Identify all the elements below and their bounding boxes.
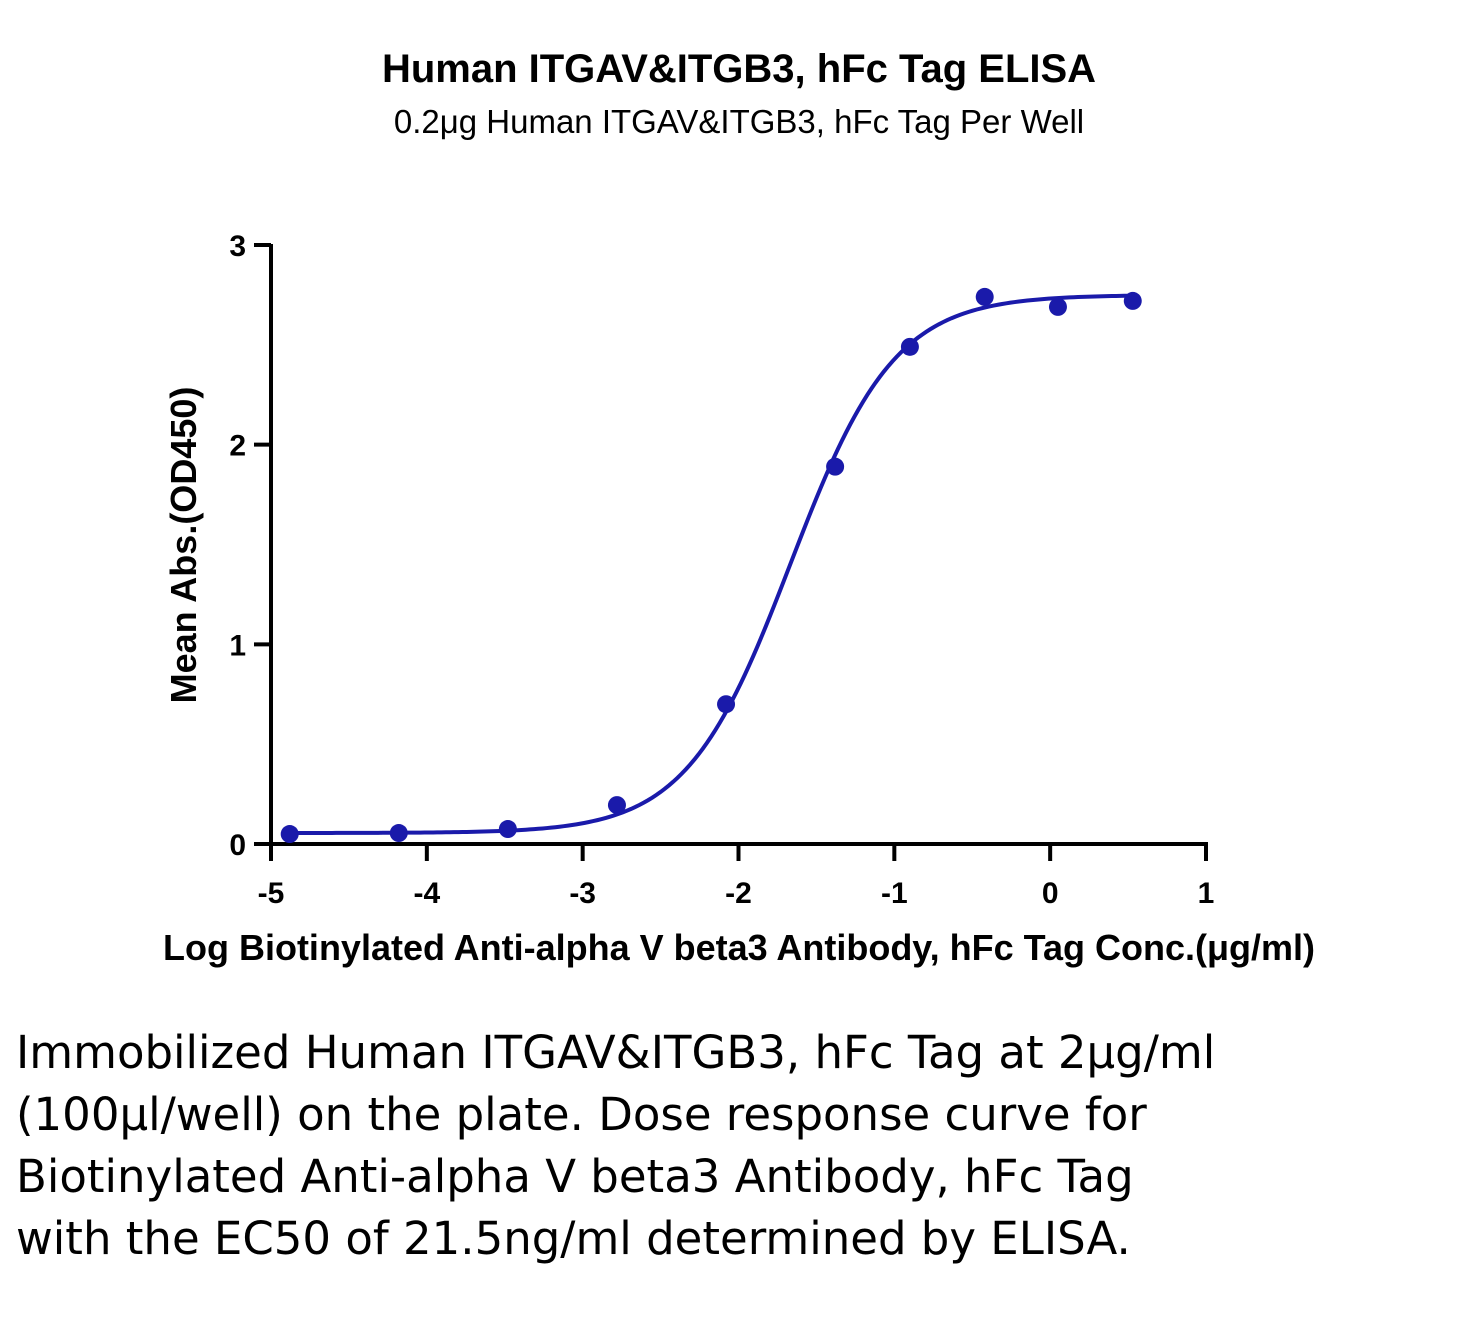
chart-title: Human ITGAV&ITGB3, hFc Tag ELISA [382,47,1096,91]
y-tick-label: 3 [229,230,246,263]
chart-subtitle: 0.2μg Human ITGAV&ITGB3, hFc Tag Per Wel… [394,103,1084,140]
x-tick-label: -1 [881,877,908,910]
data-point [607,796,626,815]
data-point [389,824,408,843]
data-point [717,695,736,714]
y-axis-label: Mean Abs.(OD450) [163,387,204,704]
elisa-chart: Human ITGAV&ITGB3, hFc Tag ELISA 0.2μg H… [163,47,1315,968]
data-point [826,457,845,476]
x-axis-label: Log Biotinylated Anti-alpha V beta3 Anti… [163,927,1315,968]
y-tick-label: 1 [229,629,246,662]
x-tick-label: -2 [725,877,752,910]
data-point [280,825,299,844]
x-tick-label: -5 [258,877,285,910]
y-tick-label: 0 [229,829,246,862]
data-point [498,820,517,839]
x-tick-label: 0 [1042,877,1059,910]
x-tick-label: 1 [1198,877,1215,910]
x-tick-label: -3 [569,877,596,910]
caption-text: Immobilized Human ITGAV&ITGB3, hFc Tag a… [16,1026,1216,1265]
axes: 0 1 2 3 -5 -4 -3 -2 -1 0 1 [229,230,1214,910]
x-tick-label: -4 [413,877,440,910]
fit-curve [289,293,1133,835]
y-tick-label: 2 [229,430,246,463]
data-points [280,287,1142,844]
data-point [1048,297,1067,316]
data-point [900,337,919,356]
data-point [975,287,994,306]
data-point [1123,291,1142,310]
